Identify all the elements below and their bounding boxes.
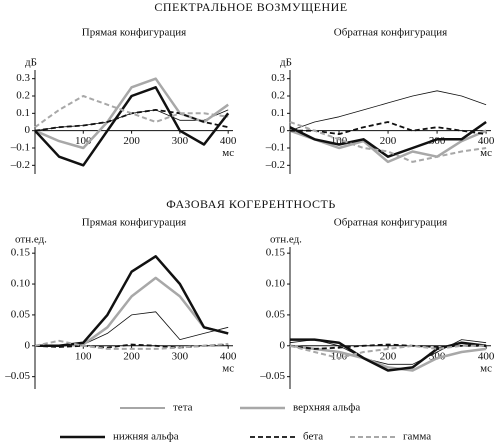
y-tick-label: 0.3	[16, 72, 30, 84]
chart-title: Прямая конфигурация	[82, 27, 187, 39]
x-tick-label: 400	[478, 135, 495, 147]
x-tick-label: 100	[75, 350, 92, 362]
y-tick-label: 0.05	[266, 308, 286, 320]
chart-title: Обратная конфигурация	[334, 27, 447, 39]
x-tick-label: 200	[123, 135, 140, 147]
x-tick-label: 400	[220, 135, 237, 147]
y-tick-label: 0.2	[16, 90, 30, 102]
series-line	[289, 121, 487, 163]
legend-label: нижняя альфа	[113, 431, 179, 443]
y-tick-label: 0.10	[11, 278, 31, 290]
section-heading: ФАЗОВАЯ КОГЕРЕНТНОСТЬ	[166, 197, 336, 211]
y-tick-label: 0	[25, 339, 31, 351]
section-heading: СПЕКТРАЛЬНОЕ ВОЗМУЩЕНИЕ	[154, 0, 347, 14]
y-tick-label: –0.05	[4, 370, 30, 382]
x-tick-label: 400	[478, 350, 495, 362]
y-tick-label: 0	[25, 124, 31, 136]
y-tick-label: –0.1	[265, 142, 285, 154]
legend-label: бета	[303, 431, 323, 443]
x-axis-label: мс	[480, 362, 492, 374]
x-tick-label: 200	[123, 350, 140, 362]
series-line	[289, 120, 487, 158]
y-axis-label: дБ	[280, 57, 292, 69]
series-line	[34, 95, 229, 129]
y-tick-label: 0.05	[11, 308, 31, 320]
y-axis-label: отн.ед.	[270, 234, 302, 246]
y-tick-label: –0.2	[10, 159, 30, 171]
x-axis-label: мс	[222, 147, 234, 159]
series-line	[290, 121, 487, 135]
y-tick-label: –0.1	[10, 142, 30, 154]
y-axis-label: дБ	[25, 57, 37, 69]
x-tick-label: 300	[172, 350, 189, 362]
legend-label: тета	[173, 402, 193, 414]
y-tick-label: –0.2	[265, 159, 285, 171]
y-tick-label: 0.1	[16, 107, 30, 119]
chart-title: Прямая конфигурация	[82, 217, 187, 229]
x-tick-label: 300	[172, 135, 189, 147]
series-line	[35, 276, 229, 348]
y-tick-label: 0	[280, 339, 286, 351]
legend-label: верхняя альфа	[293, 402, 360, 414]
y-tick-label: –0.05	[259, 370, 285, 382]
y-tick-label: 0	[280, 124, 286, 136]
chart-title: Обратная конфигурация	[334, 217, 447, 229]
series-line	[289, 344, 487, 372]
x-axis-label: мс	[480, 147, 492, 159]
series-line	[35, 255, 229, 348]
x-tick-label: 200	[380, 135, 397, 147]
series-line	[289, 343, 487, 350]
series-line	[34, 339, 229, 350]
y-tick-label: 0.1	[271, 107, 285, 119]
y-tick-label: 0.15	[11, 247, 31, 259]
series-line	[34, 86, 230, 167]
series-line	[289, 344, 487, 360]
legend-label: гамма	[403, 431, 431, 443]
x-tick-label: 200	[380, 350, 397, 362]
y-tick-label: 0.10	[266, 278, 286, 290]
x-axis-label: мс	[222, 362, 234, 374]
series-line	[289, 90, 487, 132]
y-axis-label: отн.ед.	[15, 234, 47, 246]
x-tick-label: 400	[220, 350, 237, 362]
y-tick-label: 0.3	[271, 72, 285, 84]
y-tick-label: 0.2	[271, 90, 285, 102]
series-line	[290, 338, 487, 372]
y-tick-label: 0.15	[266, 247, 286, 259]
